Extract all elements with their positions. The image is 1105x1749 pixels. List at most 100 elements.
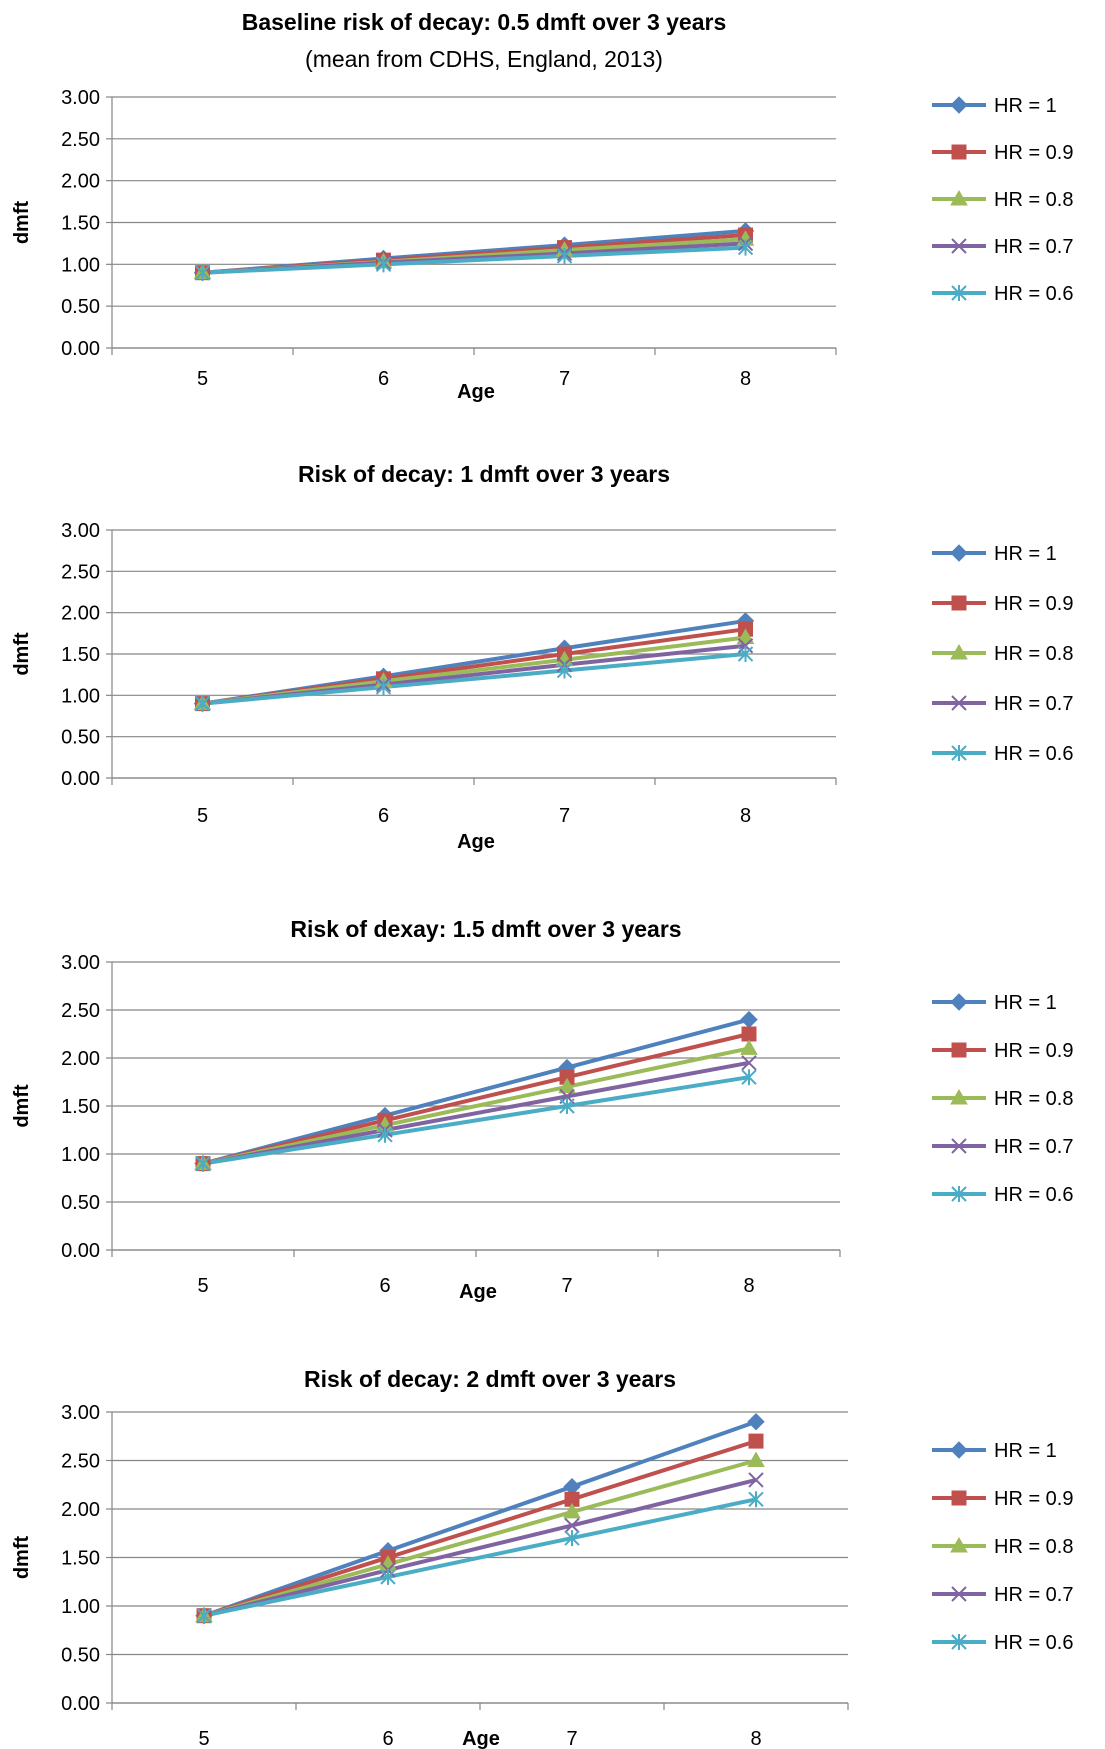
chart-panel-1: Baseline risk of decay: 0.5 dmft over 3 … xyxy=(11,9,1073,403)
series-line xyxy=(203,1497,757,1618)
data-point xyxy=(740,1039,758,1055)
data-point xyxy=(558,1077,576,1094)
data-point xyxy=(737,646,754,662)
y-tick-label: 2.50 xyxy=(61,129,100,151)
chart-subtitle: (mean from CDHS, England, 2013) xyxy=(305,46,663,72)
series-line xyxy=(202,245,746,275)
y-axis-title: dmft xyxy=(11,1536,33,1580)
y-tick-label: 2.00 xyxy=(61,1499,100,1521)
data-point xyxy=(741,1055,757,1071)
y-axis-title: dmft xyxy=(11,632,33,676)
data-point xyxy=(748,1433,764,1449)
x-axis-title: Age xyxy=(459,1281,497,1303)
data-point xyxy=(564,1530,580,1547)
legend-marker xyxy=(950,993,968,1011)
y-tick-label: 1.00 xyxy=(61,254,100,276)
chart-title: Risk of decay: 1 dmft over 3 years xyxy=(298,461,670,487)
legend-label: HR = 0.8 xyxy=(994,189,1073,211)
legend-marker xyxy=(950,189,968,206)
series-line xyxy=(203,1458,757,1618)
data-point xyxy=(563,1502,581,1519)
series-line xyxy=(203,1477,757,1618)
y-tick-label: 1.50 xyxy=(61,644,100,666)
data-point xyxy=(556,662,573,679)
series-line xyxy=(202,1060,750,1166)
y-tick-label: 2.50 xyxy=(61,561,100,583)
data-point xyxy=(564,1517,580,1534)
legend-marker xyxy=(951,1186,967,1202)
legend-marker xyxy=(951,144,967,160)
y-tick-label: 3.00 xyxy=(61,87,100,109)
data-point xyxy=(375,256,392,273)
y-tick-label: 0.00 xyxy=(61,1240,100,1262)
y-tick-label: 1.50 xyxy=(61,213,100,235)
chart-title: Baseline risk of decay: 0.5 dmft over 3 … xyxy=(242,9,727,35)
x-tick-label: 6 xyxy=(378,368,389,390)
y-tick-label: 0.50 xyxy=(61,727,100,749)
y-tick-label: 2.50 xyxy=(61,1000,100,1022)
legend-marker xyxy=(951,1138,967,1154)
y-tick-label: 3.00 xyxy=(61,520,100,542)
y-tick-label: 3.00 xyxy=(61,1402,100,1424)
x-tick-label: 5 xyxy=(197,368,208,390)
x-axis-title: Age xyxy=(457,381,495,403)
legend-marker xyxy=(951,1634,967,1650)
legend-label: HR = 0.8 xyxy=(994,643,1073,665)
legend-label: HR = 0.9 xyxy=(994,1488,1073,1510)
y-axis-title: dmft xyxy=(11,201,33,245)
series-line xyxy=(203,1419,757,1618)
x-tick-label: 6 xyxy=(379,1275,390,1297)
series-line xyxy=(202,652,746,706)
x-tick-label: 8 xyxy=(743,1275,754,1297)
legend-marker xyxy=(950,1536,968,1553)
data-point xyxy=(748,1472,764,1488)
x-axis-title: Age xyxy=(457,831,495,853)
series-line xyxy=(202,1075,750,1166)
data-point xyxy=(375,679,392,696)
legend-label: HR = 0.6 xyxy=(994,743,1073,765)
chart-title: Risk of dexay: 1.5 dmft over 3 years xyxy=(290,916,681,942)
y-tick-label: 1.00 xyxy=(61,685,100,707)
data-point xyxy=(380,1568,396,1585)
legend-marker xyxy=(951,595,967,611)
y-tick-label: 3.00 xyxy=(61,952,100,974)
data-point xyxy=(195,1155,211,1172)
legend-marker xyxy=(951,238,967,254)
y-tick-label: 2.00 xyxy=(61,1048,100,1070)
x-tick-label: 7 xyxy=(566,1728,577,1749)
x-tick-label: 7 xyxy=(559,805,570,827)
legend-label: HR = 1 xyxy=(994,992,1057,1014)
data-point xyxy=(194,695,211,712)
data-point xyxy=(740,1010,758,1029)
x-tick-label: 5 xyxy=(198,1728,209,1749)
data-point xyxy=(747,1451,765,1467)
x-tick-label: 5 xyxy=(197,1275,208,1297)
legend-marker xyxy=(951,1042,967,1058)
chart-title: Risk of decay: 2 dmft over 3 years xyxy=(304,1366,676,1392)
legend-marker xyxy=(951,695,967,711)
legend-marker xyxy=(951,1586,967,1602)
y-tick-label: 0.50 xyxy=(61,1645,100,1667)
data-point xyxy=(559,1098,575,1114)
x-tick-label: 8 xyxy=(750,1728,761,1749)
x-tick-label: 7 xyxy=(561,1275,572,1297)
legend-label: HR = 0.7 xyxy=(994,1136,1073,1158)
legend-marker xyxy=(950,544,968,562)
x-tick-label: 8 xyxy=(740,368,751,390)
legend-label: HR = 1 xyxy=(994,95,1057,117)
legend-label: HR = 0.6 xyxy=(994,1184,1073,1206)
x-tick-label: 7 xyxy=(559,368,570,390)
y-axis-title: dmft xyxy=(11,1084,33,1128)
series-line xyxy=(202,1017,750,1166)
y-tick-label: 1.50 xyxy=(61,1096,100,1118)
series-line xyxy=(203,1439,757,1618)
y-tick-label: 0.00 xyxy=(61,1693,100,1715)
legend-marker xyxy=(951,745,967,761)
data-point xyxy=(748,1491,764,1508)
data-point xyxy=(196,1607,212,1624)
y-tick-label: 1.50 xyxy=(61,1548,100,1570)
data-point xyxy=(741,1026,757,1042)
legend-marker xyxy=(950,643,968,660)
y-tick-label: 0.50 xyxy=(61,296,100,318)
